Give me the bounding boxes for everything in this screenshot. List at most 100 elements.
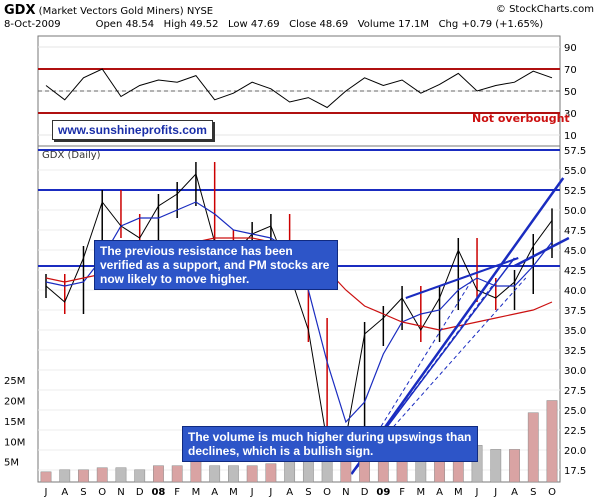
- price-tick-label: 37.5: [564, 306, 586, 317]
- open-label: Open: [95, 19, 123, 30]
- x-tick-label: S: [305, 487, 311, 498]
- volume-bar: [59, 469, 71, 483]
- x-tick-label: J: [493, 487, 497, 498]
- x-tick-label: O: [548, 487, 556, 498]
- x-tick-label: 09: [376, 487, 390, 498]
- x-tick-label: O: [98, 487, 106, 498]
- volume-bar: [134, 469, 146, 483]
- rsi-annotation: Not overbought: [472, 112, 570, 125]
- x-tick-label: A: [286, 487, 293, 498]
- x-tick-label: D: [136, 487, 144, 498]
- volume-bar: [78, 469, 89, 483]
- x-tick-label: N: [342, 487, 349, 498]
- price-line: [45, 173, 553, 443]
- volume-tick-label: 15M: [4, 417, 25, 428]
- ticker-symbol: GDX: [4, 3, 36, 18]
- support-trendline: [350, 177, 565, 475]
- chg-label: Chg: [438, 19, 459, 30]
- volume-tick-label: 20M: [4, 397, 25, 408]
- low-label: Low: [228, 19, 248, 30]
- price-tick-label: 47.5: [564, 226, 586, 237]
- x-tick-label: A: [511, 487, 518, 498]
- rsi-tick-label: 70: [564, 65, 577, 76]
- x-tick-label: D: [361, 487, 369, 498]
- volume-value: 17.1M: [398, 19, 430, 30]
- low-value: 47.69: [250, 19, 280, 30]
- x-tick-label: 08: [151, 487, 165, 498]
- price-tick-label: 30.0: [564, 366, 586, 377]
- volume-bar: [209, 465, 221, 483]
- x-tick-label: J: [268, 487, 272, 498]
- rsi-tick-label: 30: [564, 109, 577, 120]
- x-tick-label: M: [454, 487, 463, 498]
- price-tick-label: 50.0: [564, 206, 586, 217]
- rsi-tick-label: 90: [564, 43, 577, 54]
- price-tick-label: 42.5: [564, 266, 586, 277]
- close-value: 48.69: [319, 19, 349, 30]
- volume-bar: [265, 463, 277, 483]
- x-tick-label: M: [416, 487, 425, 498]
- x-tick-label: A: [211, 487, 218, 498]
- price-tick-label: 45.0: [564, 246, 586, 257]
- x-tick-label: J: [44, 487, 48, 498]
- rsi-tick-label: 10: [564, 131, 577, 142]
- quote-date: 8-Oct-2009: [4, 19, 61, 30]
- x-tick-label: N: [117, 487, 124, 498]
- high-label: High: [163, 19, 187, 30]
- price-tick-label: 32.5: [564, 346, 586, 357]
- volume-bar: [153, 465, 164, 483]
- price-tick-label: 17.5: [564, 466, 586, 477]
- volume-bar: [171, 465, 183, 483]
- price-tick-label: 25.0: [564, 406, 586, 417]
- price-tick-label: 22.5: [564, 426, 586, 437]
- volume-bar: [228, 465, 239, 483]
- rsi-line: [45, 68, 553, 109]
- high-value: 49.52: [189, 19, 219, 30]
- x-tick-label: M: [192, 487, 201, 498]
- price-tick-label: 20.0: [564, 446, 586, 457]
- price-title: GDX (Daily): [42, 150, 101, 161]
- volume-callout: The volume is much higher during upswing…: [182, 426, 478, 462]
- volume-tick-label: 10M: [4, 437, 25, 448]
- x-tick-label: J: [475, 487, 479, 498]
- x-tick-label: M: [229, 487, 238, 498]
- volume-bar: [509, 449, 520, 483]
- x-tick-label: O: [323, 487, 331, 498]
- close-label: Close: [289, 19, 317, 30]
- price-tick-label: 27.5: [564, 386, 586, 397]
- volume-bar: [246, 465, 258, 483]
- volume-bar: [40, 471, 52, 483]
- open-value: 48.54: [125, 19, 155, 30]
- volume-bar: [527, 412, 539, 483]
- rising-trendline: [405, 257, 519, 299]
- volume-bar: [115, 467, 127, 483]
- x-tick-label: F: [399, 487, 405, 498]
- rsi-tick-label: 50: [564, 87, 577, 98]
- x-tick-label: S: [80, 487, 86, 498]
- axis-labels: 90 70 50 30 10 57.5 55.0 52.5 50.0 47.5 45.0 42.5 40…: [4, 43, 586, 498]
- price-tick-label: 57.5: [564, 146, 586, 157]
- chg-value: +0.79 (+1.65%): [461, 19, 544, 30]
- support-callout: The previous resistance has been verifie…: [94, 240, 338, 290]
- website-label: www.sunshineprofits.com: [52, 120, 213, 140]
- x-tick-label: A: [61, 487, 68, 498]
- breakout-line: [513, 236, 570, 268]
- x-tick-label: S: [530, 487, 536, 498]
- ticker-exchange: NYSE: [186, 6, 214, 17]
- volume-tick-label: 25M: [4, 376, 25, 387]
- volume-bar: [96, 467, 108, 483]
- x-tick-label: J: [250, 487, 254, 498]
- x-tick-label: F: [174, 487, 180, 498]
- price-tick-label: 35.0: [564, 326, 586, 337]
- copyright: © StockCharts.com: [495, 4, 594, 15]
- volume-bar: [546, 400, 558, 483]
- price-tick-label: 40.0: [564, 286, 586, 297]
- x-tick-label: A: [436, 487, 443, 498]
- price-tick-label: 55.0: [564, 166, 586, 177]
- ticker-name: (Market Vectors Gold Miners): [38, 6, 184, 17]
- volume-tick-label: 5M: [4, 458, 19, 469]
- price-tick-label: 52.5: [564, 186, 586, 197]
- volume-bar: [490, 449, 502, 483]
- volume-label: Volume: [357, 19, 395, 30]
- volume-bar: [190, 461, 202, 483]
